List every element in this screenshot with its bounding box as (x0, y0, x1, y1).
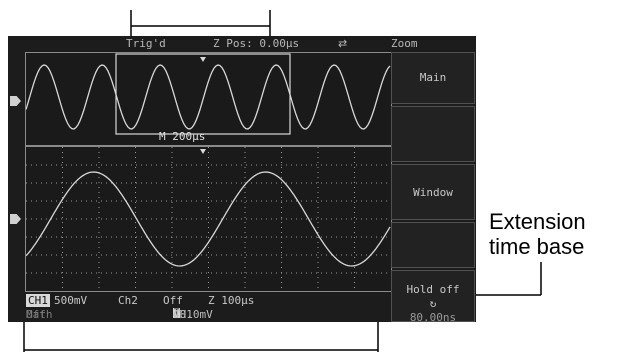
ch1-scale: 500mV (54, 294, 88, 307)
menu-title: Zoom (391, 37, 418, 50)
softkey-empty[interactable] (391, 222, 475, 268)
ch2-state: Off (163, 294, 183, 307)
math-state: Off (26, 308, 46, 321)
softkey-main-label: Main (419, 71, 447, 84)
trigger-edge-icon: ⟋ (173, 308, 181, 321)
trigger-status: Trig'd (126, 37, 166, 50)
trigger-position-marker-icon (200, 149, 206, 154)
trigger-source: CH1 (173, 308, 193, 321)
annotation-line-2: time base (489, 234, 585, 259)
ch1-level-marker-icon (10, 214, 21, 224)
bottom-info-bar: CH1 500mV Ch2 Off Z 100μs Math Off T CH1… (8, 292, 391, 322)
math-label: Math (26, 308, 53, 321)
zoom-timebase: Z 100μs (208, 294, 255, 307)
softkey-hold-off[interactable]: Hold off ↻ 80.00ns (391, 270, 475, 324)
hold-off-knob-icon: ↻ (429, 297, 437, 310)
zoom-position: Z Pos: 0.00μs (213, 37, 300, 50)
oscilloscope-screen: Trig'd Z Pos: 0.00μs ⇄ Zoom M 200μs Main… (8, 36, 476, 324)
trigger-type-icon: T (173, 308, 181, 318)
main-timebase: M 200μs (159, 130, 206, 143)
trigger-position-marker-icon (200, 57, 206, 62)
softkey-empty[interactable] (391, 106, 475, 162)
softkey-window-label: Window (413, 186, 453, 199)
zoom-waveform-window (25, 146, 392, 292)
hold-off-value: 80.00ns (409, 311, 457, 324)
annotation-line-1: Extension (489, 209, 586, 234)
softkey-main[interactable]: Main (391, 52, 475, 104)
softkey-window[interactable]: Window (391, 164, 475, 220)
ch2-label: Ch2 (118, 294, 138, 307)
ch1-level-marker-icon (10, 96, 21, 106)
usb-icon: ⇄ (338, 37, 348, 50)
ch1-label: CH1 (26, 294, 50, 307)
trigger-level: 40.0mV (173, 308, 213, 321)
status-bar: Trig'd Z Pos: 0.00μs ⇄ Zoom (8, 36, 476, 52)
main-waveform-window: M 200μs (25, 52, 392, 146)
softkey-menu: Main Window Hold off ↻ 80.00ns (391, 52, 476, 324)
softkey-hold-off-label: Hold off (406, 283, 460, 296)
